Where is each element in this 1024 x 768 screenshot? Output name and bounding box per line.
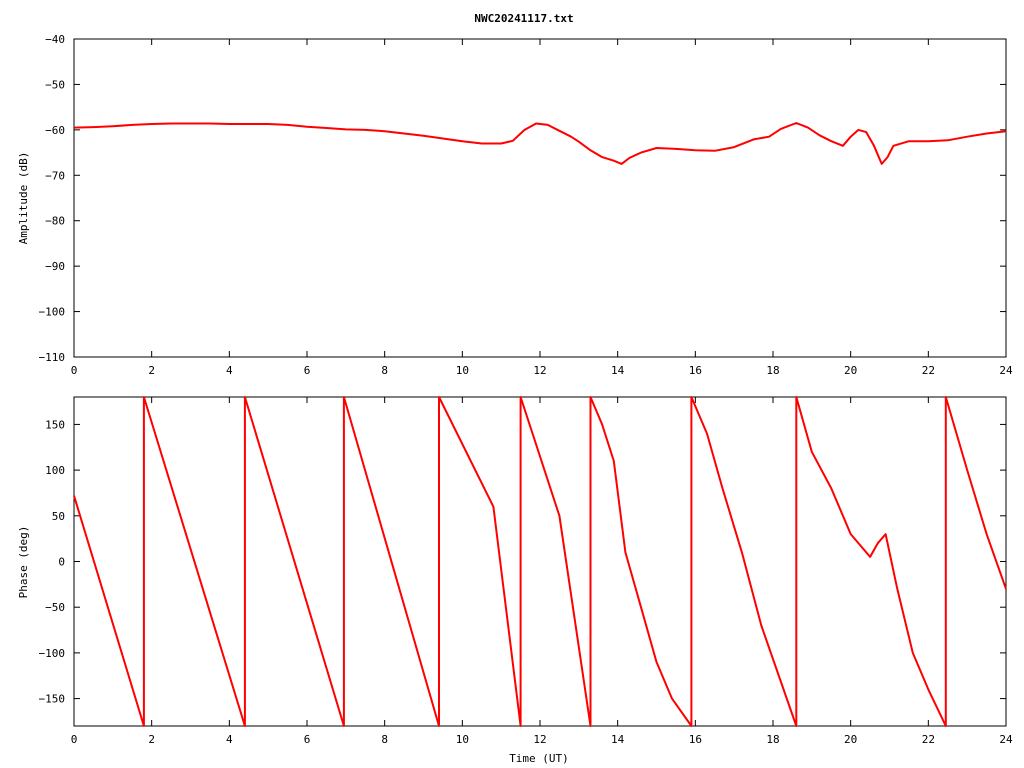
amplitude-panel: 0 2 4 6 8 10 12 14 16 18 20 22 24−110−100−90−80−70−6… <box>17 33 1013 377</box>
amplitude-xtick-label: 6 <box>304 364 311 377</box>
amplitude-ytick-label: −70 <box>45 169 65 182</box>
phase-xlabel: Time (UT) <box>509 752 569 765</box>
amplitude-ylabel: Amplitude (dB) <box>17 152 30 245</box>
phase-xtick-label: 22 <box>922 733 935 746</box>
amplitude-xtick-label: 20 <box>844 364 857 377</box>
phase-ytick-label: −150 <box>39 693 66 706</box>
amplitude-xtick-label: 8 <box>381 364 388 377</box>
amplitude-ytick-label: −40 <box>45 33 65 46</box>
amplitude-xtick-label: 22 <box>922 364 935 377</box>
amplitude-xtick-label: 16 <box>689 364 702 377</box>
amplitude-ytick-label: −60 <box>45 124 65 137</box>
phase-line <box>73 396 1007 727</box>
phase-xtick-label: 24 <box>999 733 1013 746</box>
amplitude-xtick-label: 14 <box>611 364 625 377</box>
phase-ytick-label: 100 <box>45 464 65 477</box>
amplitude-xtick-label: 0 <box>71 364 78 377</box>
phase-ytick-label: 0 <box>58 556 65 569</box>
phase-xtick-label: 2 <box>148 733 155 746</box>
phase-plot-frame <box>73 396 1007 727</box>
phase-xtick-label: 0 <box>71 733 78 746</box>
phase-xtick-label: 8 <box>381 733 388 746</box>
amplitude-line <box>73 122 1007 165</box>
chart-title: NWC20241117.txt <box>474 12 573 25</box>
phase-xtick-label: 10 <box>456 733 469 746</box>
phase-series <box>73 396 1007 727</box>
phase-xtick-label: 16 <box>689 733 702 746</box>
amplitude-xtick-label: 24 <box>999 364 1013 377</box>
amplitude-ytick-label: −110 <box>39 351 66 364</box>
amplitude-xtick-label: 4 <box>226 364 233 377</box>
amplitude-ytick-label: −100 <box>39 306 66 319</box>
amplitude-xtick-label: 2 <box>148 364 155 377</box>
phase-ytick-label: 50 <box>52 510 65 523</box>
amplitude-axis-ticks: 0 2 4 6 8 10 12 14 16 18 20 22 24−110−100−90−80−70−6… <box>39 33 1013 377</box>
phase-xtick-label: 12 <box>533 733 546 746</box>
amplitude-ytick-label: −80 <box>45 215 65 228</box>
phase-xtick-label: 18 <box>766 733 779 746</box>
amplitude-xtick-label: 10 <box>456 364 469 377</box>
amplitude-series <box>73 122 1007 165</box>
phase-ytick-label: −100 <box>39 647 66 660</box>
phase-xtick-label: 14 <box>611 733 625 746</box>
phase-ytick-label: 150 <box>45 418 65 431</box>
amplitude-xtick-label: 18 <box>766 364 779 377</box>
amplitude-ytick-label: −50 <box>45 78 65 91</box>
amplitude-ytick-label: −90 <box>45 260 65 273</box>
phase-axis-ticks: 0 2 4 6 8 10 12 14 16 18 20 22 24−150−100−5005010015… <box>39 397 1013 746</box>
phase-ylabel: Phase (deg) <box>17 526 30 599</box>
phase-xtick-label: 4 <box>226 733 233 746</box>
phase-ytick-label: −50 <box>45 601 65 614</box>
phase-xtick-label: 20 <box>844 733 857 746</box>
phase-xtick-label: 6 <box>304 733 311 746</box>
phase-panel: 0 2 4 6 8 10 12 14 16 18 20 22 24−150−100−5005010015… <box>17 396 1013 765</box>
amplitude-plot-frame <box>73 38 1007 358</box>
amplitude-xtick-label: 12 <box>533 364 546 377</box>
